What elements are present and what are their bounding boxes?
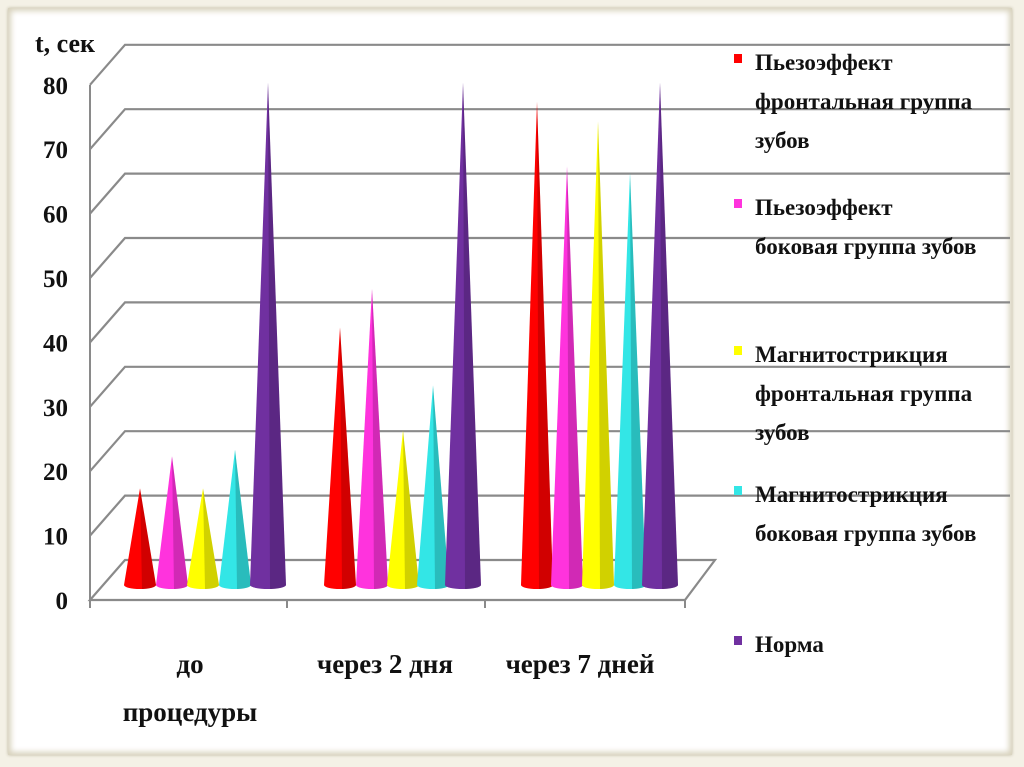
floor xyxy=(87,558,718,602)
cone-body xyxy=(356,288,388,589)
cone-1-0 xyxy=(156,456,189,589)
cone-body xyxy=(614,172,646,589)
gridline xyxy=(89,494,1010,537)
cone-shade xyxy=(567,166,584,589)
cone-shade xyxy=(598,121,615,589)
cone-shade xyxy=(235,449,252,589)
cone-1-2 xyxy=(551,166,584,589)
y-tick-label: 10 xyxy=(43,524,68,551)
cone-shade xyxy=(268,82,287,590)
legend-label: Норма xyxy=(755,632,824,657)
cone-body xyxy=(417,385,449,589)
gridline xyxy=(89,430,1010,472)
legend-label: фронтальная группа xyxy=(755,89,973,114)
y-tick-label: 50 xyxy=(43,266,68,293)
gridline xyxy=(89,108,1010,150)
cone-body xyxy=(124,488,156,589)
legend-label: боковая группа зубов xyxy=(755,521,976,546)
legend-marker xyxy=(734,54,742,63)
cone-shade xyxy=(140,488,157,589)
cone-3-2 xyxy=(614,172,647,589)
legend-marker xyxy=(734,486,742,495)
y-tick-label: 80 xyxy=(43,73,68,100)
gridline xyxy=(89,43,1010,86)
cone-0-2 xyxy=(521,102,554,589)
cone-body xyxy=(387,430,419,589)
x-category-label: до xyxy=(176,649,203,679)
slide-frame xyxy=(8,8,1012,755)
cone-body xyxy=(156,456,188,589)
cone-0-1 xyxy=(324,327,357,589)
y-tick-label: 70 xyxy=(43,137,68,164)
cone-1-1 xyxy=(356,288,389,589)
gridline xyxy=(89,301,1010,344)
legend-label: Магнитострикция xyxy=(755,482,948,507)
y-tick-label: 30 xyxy=(43,395,68,422)
cone-2-2 xyxy=(582,121,615,589)
y-axis-title: t, сек xyxy=(35,29,95,58)
cone-body xyxy=(582,121,614,589)
y-tick-label: 40 xyxy=(43,330,68,357)
legend-label: зубов xyxy=(755,420,810,445)
cone-body xyxy=(187,488,219,589)
gridline xyxy=(89,172,1010,215)
legend-label: Пьезоэффект xyxy=(755,50,893,75)
legend-label: боковая группа зубов xyxy=(755,234,976,259)
y-tick-label: 0 xyxy=(56,588,69,615)
cone-shade xyxy=(340,327,357,589)
cone-body xyxy=(250,82,286,590)
cone-3-0 xyxy=(219,449,252,589)
cone-shade xyxy=(630,172,647,589)
y-tick-label: 60 xyxy=(43,202,68,229)
cone-body xyxy=(324,327,356,589)
cone-2-1 xyxy=(387,430,420,589)
cone-4-1 xyxy=(445,82,482,590)
cone-3-1 xyxy=(417,385,450,589)
cone-2-0 xyxy=(187,488,220,589)
cone-4-0 xyxy=(250,82,287,590)
legend-marker xyxy=(734,346,742,355)
legend-marker xyxy=(734,199,742,208)
cone-body xyxy=(521,102,553,589)
cone-shade xyxy=(172,456,189,589)
cone-body xyxy=(551,166,583,589)
x-category-label: через 2 дня xyxy=(317,649,453,679)
cone-shade xyxy=(372,288,389,589)
x-category-label: процедуры xyxy=(123,697,258,727)
legend-marker xyxy=(734,636,742,645)
gridline xyxy=(89,236,1010,279)
legend-label: Магнитострикция xyxy=(755,342,948,367)
cone-4-2 xyxy=(642,82,679,590)
gridline xyxy=(89,365,1010,408)
cone-shade xyxy=(433,385,450,589)
cone-shade xyxy=(463,82,482,590)
y-tick-label: 20 xyxy=(43,459,68,486)
x-category-label: через 7 дней xyxy=(506,649,655,679)
cone-shade xyxy=(203,488,220,589)
legend-label: зубов xyxy=(755,128,810,153)
cone-body xyxy=(219,449,251,589)
legend-label: фронтальная группа xyxy=(755,381,973,406)
cone-shade xyxy=(403,430,420,589)
cone-body xyxy=(445,82,481,590)
cone-shade xyxy=(537,102,554,589)
cone-shade xyxy=(660,82,679,590)
legend-label: Пьезоэффект xyxy=(755,195,893,220)
cone-body xyxy=(642,82,678,590)
cone-0-0 xyxy=(124,488,157,589)
